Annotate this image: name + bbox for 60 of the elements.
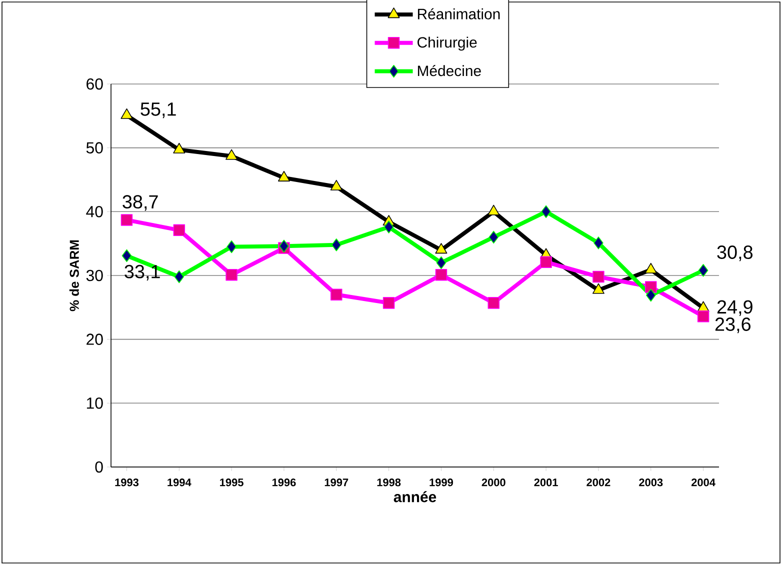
point	[646, 288, 656, 302]
x-tick-label: 2001	[534, 478, 558, 486]
point	[594, 236, 604, 250]
point	[120, 108, 133, 119]
x-tick-label: 1993	[115, 478, 139, 486]
point	[644, 281, 657, 293]
y-tick-label: 20	[86, 334, 103, 345]
x-tick-label: 2002	[586, 478, 610, 486]
point	[226, 268, 238, 281]
point	[226, 240, 236, 254]
point	[122, 249, 132, 262]
y-tick-label: 30	[86, 270, 103, 282]
data-label: 38,7	[122, 195, 158, 211]
data-label: 23,6	[715, 318, 750, 334]
data-label: 33,1	[124, 264, 160, 281]
point	[279, 240, 289, 253]
y-tick-label: 60	[86, 78, 103, 90]
legend-label: Réanimation	[418, 8, 500, 20]
y-tick-label: 50	[86, 142, 103, 154]
point	[697, 310, 710, 322]
point	[592, 270, 604, 283]
point	[278, 170, 290, 182]
point	[541, 205, 551, 218]
y-tick-label: 10	[86, 398, 103, 409]
x-axis-title: année	[394, 491, 436, 502]
x-tick-label: 2003	[639, 478, 663, 486]
y-tick-label: 0	[95, 461, 103, 473]
point	[540, 256, 552, 268]
point	[382, 297, 395, 309]
point	[332, 238, 342, 252]
data-label: 55,1	[140, 102, 176, 118]
x-tick-label: 1996	[272, 478, 296, 486]
point	[330, 180, 342, 190]
legend-label: Médecine	[418, 65, 481, 76]
point	[120, 214, 133, 226]
x-tick-label: 1994	[168, 478, 192, 486]
y-axis-title: % de SARM	[69, 240, 79, 312]
point	[488, 230, 499, 244]
x-tick-label: 2000	[482, 478, 506, 486]
x-tick-label: 1999	[430, 478, 453, 486]
data-label: 30,8	[717, 246, 752, 262]
point	[488, 297, 500, 309]
x-tick-label: 1995	[220, 478, 244, 486]
x-tick-label: 2004	[691, 478, 716, 486]
point	[174, 270, 184, 284]
point	[488, 204, 500, 216]
x-tick-label: 1998	[377, 478, 401, 486]
x-tick-label: 1997	[324, 478, 348, 486]
point	[384, 220, 394, 234]
point	[436, 256, 446, 270]
legend-label: Chirurgie	[418, 36, 477, 51]
y-tick-label: 40	[86, 206, 103, 218]
point	[435, 243, 448, 254]
point	[226, 149, 238, 160]
point	[698, 264, 708, 277]
point	[173, 224, 186, 236]
point	[435, 268, 448, 281]
point	[173, 142, 186, 154]
data-label: 24,9	[717, 300, 752, 316]
point	[330, 288, 342, 301]
